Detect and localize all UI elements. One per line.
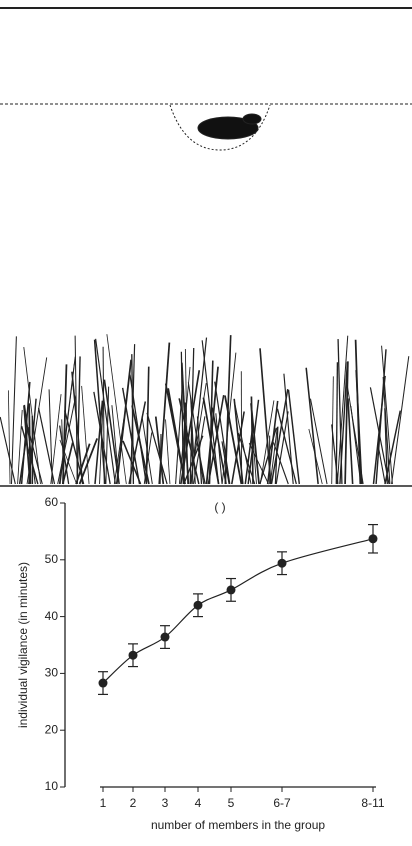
grass-blade (336, 362, 337, 484)
grass-blade (374, 376, 386, 484)
grass-blade (392, 356, 409, 484)
x-tick-label: 6-7 (273, 796, 291, 810)
data-point (369, 534, 378, 543)
data-point (194, 601, 203, 610)
annotation: ( ) (214, 500, 225, 514)
data-point (161, 633, 170, 642)
y-tick-label: 10 (45, 779, 59, 793)
data-point (99, 679, 108, 688)
fit-line (103, 539, 373, 683)
x-tick-label: 3 (162, 796, 169, 810)
grass-blade (251, 397, 253, 484)
y-tick-label: 50 (45, 552, 59, 566)
x-tick-label: 1 (100, 796, 107, 810)
y-tick-label: 40 (45, 609, 59, 623)
grass-blade (166, 419, 170, 484)
x-tick-label: 2 (130, 796, 137, 810)
grass-blade (378, 444, 385, 484)
illustration (0, 8, 412, 486)
x-tick-label: 4 (195, 796, 202, 810)
grass (0, 334, 409, 484)
grass-blade (234, 402, 251, 484)
data-point (278, 559, 287, 568)
x-tick-label: 8-11 (361, 796, 384, 810)
grass-blade (51, 394, 61, 484)
grass-blade (8, 390, 10, 484)
grass-blade (11, 336, 16, 484)
x-axis-label: number of members in the group (151, 818, 325, 832)
grass-blade (289, 390, 300, 484)
y-tick-label: 30 (45, 666, 59, 680)
x-tick-label: 5 (228, 796, 235, 810)
y-tick-label: 20 (45, 722, 59, 736)
y-axis-label: individual vigilance (in minutes) (16, 562, 30, 728)
y-tick-label: 60 (45, 495, 59, 509)
rabbit-head (243, 114, 261, 124)
grass-blade (306, 368, 318, 484)
data-point (129, 651, 138, 660)
data-point (227, 585, 236, 594)
grass-blade (49, 389, 52, 484)
